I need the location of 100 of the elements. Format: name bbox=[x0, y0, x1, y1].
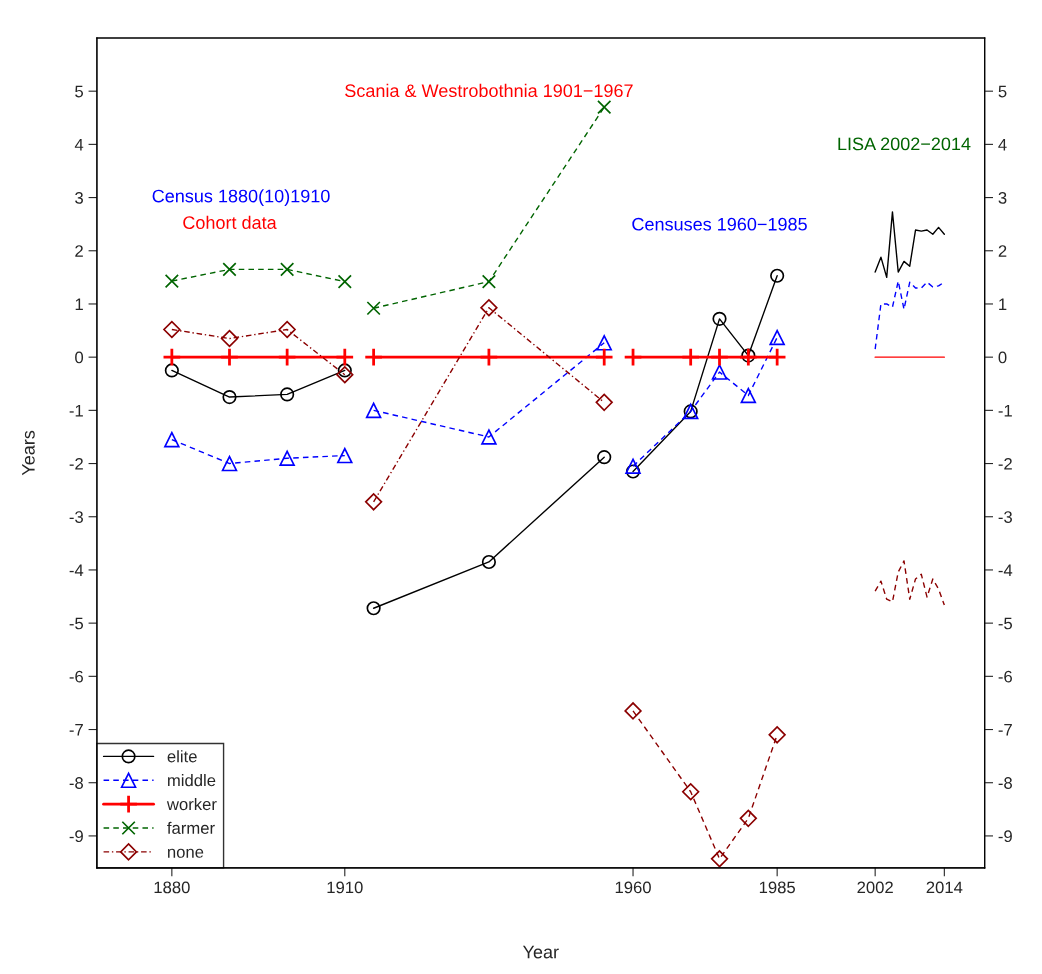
point bbox=[280, 262, 295, 277]
point bbox=[336, 366, 354, 384]
annotation: Cohort data bbox=[183, 215, 277, 230]
point bbox=[481, 554, 496, 570]
point bbox=[596, 335, 612, 351]
y-tick-label: -3 bbox=[69, 511, 83, 523]
point bbox=[162, 347, 182, 367]
y-tick-label: 5 bbox=[75, 85, 84, 98]
point bbox=[366, 601, 381, 616]
y2-tick-label: 4 bbox=[998, 138, 1007, 151]
y-tick-label: 0 bbox=[75, 351, 84, 364]
y-tick-label: -5 bbox=[69, 617, 84, 630]
point bbox=[624, 702, 642, 720]
y-tick-label: -9 bbox=[69, 830, 83, 843]
x-tick-label: 2014 bbox=[926, 881, 963, 894]
y-tick-label: -4 bbox=[69, 564, 84, 576]
point bbox=[597, 100, 612, 115]
point bbox=[335, 347, 355, 367]
point bbox=[279, 450, 295, 467]
y-tick-label: 3 bbox=[75, 191, 83, 204]
point bbox=[278, 320, 296, 339]
point bbox=[366, 301, 381, 316]
point bbox=[222, 389, 237, 405]
point bbox=[597, 450, 612, 465]
annotation: Census 1880(10)1910 bbox=[152, 189, 330, 206]
point bbox=[709, 347, 730, 367]
point bbox=[337, 363, 352, 378]
y-tick-label: 2 bbox=[75, 245, 83, 257]
point bbox=[481, 274, 496, 289]
point bbox=[623, 347, 643, 367]
point bbox=[594, 347, 614, 367]
point bbox=[164, 431, 180, 448]
point bbox=[712, 311, 727, 326]
y2-tick-label: -4 bbox=[998, 564, 1013, 576]
point bbox=[681, 783, 700, 801]
y-tick-label: -6 bbox=[69, 670, 83, 683]
y-tick-label: -1 bbox=[69, 404, 83, 417]
x-tick-label: 2002 bbox=[857, 881, 893, 894]
point bbox=[337, 274, 352, 289]
point bbox=[480, 298, 498, 317]
x-tick-label: 1910 bbox=[327, 881, 363, 894]
y2-tick-label: 0 bbox=[998, 351, 1007, 364]
point bbox=[711, 364, 728, 380]
point bbox=[363, 347, 384, 367]
annotation: Censuses 1960−1985 bbox=[632, 217, 807, 231]
y2-tick-label: -9 bbox=[998, 830, 1012, 843]
point bbox=[595, 393, 613, 412]
point bbox=[219, 347, 240, 367]
point bbox=[164, 274, 179, 289]
point bbox=[770, 268, 785, 283]
y2-tick-label: -6 bbox=[998, 670, 1012, 683]
point bbox=[767, 347, 787, 367]
annotation: LISA 2002−2014 bbox=[838, 137, 971, 151]
y2-tick-label: -7 bbox=[998, 724, 1012, 736]
y2-tick-label: 2 bbox=[998, 245, 1007, 257]
y-tick-label: -2 bbox=[69, 457, 83, 470]
point bbox=[277, 347, 297, 367]
y2-tick-label: 5 bbox=[998, 85, 1007, 98]
y-tick-label: -8 bbox=[69, 777, 83, 789]
y2-tick-label: -1 bbox=[998, 404, 1012, 417]
point bbox=[163, 320, 181, 339]
x-tick-label: 1880 bbox=[154, 881, 190, 894]
point bbox=[221, 455, 238, 472]
point bbox=[220, 329, 239, 348]
point bbox=[710, 850, 729, 868]
point bbox=[481, 429, 497, 445]
legend-label: middle bbox=[168, 774, 216, 787]
legend-label: none bbox=[168, 848, 204, 858]
y-tick-label: -7 bbox=[69, 724, 83, 736]
point bbox=[222, 262, 237, 277]
point bbox=[479, 347, 499, 367]
y2-tick-label: -3 bbox=[998, 511, 1012, 523]
point bbox=[364, 493, 383, 511]
x-axis-title: Year bbox=[522, 945, 559, 959]
y-tick-label: 4 bbox=[74, 138, 84, 151]
line-series bbox=[874, 560, 946, 606]
x-tick-label: 1985 bbox=[759, 881, 795, 894]
y-tick-label: 1 bbox=[75, 298, 83, 310]
x-tick-label: 1960 bbox=[615, 881, 651, 894]
y2-tick-label: 1 bbox=[999, 298, 1007, 310]
y-axis-title: Years bbox=[22, 430, 35, 476]
point bbox=[739, 809, 758, 828]
y2-tick-label: -8 bbox=[998, 777, 1012, 789]
point bbox=[337, 447, 353, 464]
legend-label: worker bbox=[166, 797, 217, 811]
line-series bbox=[874, 211, 946, 279]
point bbox=[768, 726, 786, 744]
y2-tick-label: -2 bbox=[998, 457, 1012, 470]
point bbox=[769, 329, 785, 346]
annotation: Scania & Westrobothnia 1901−1967 bbox=[345, 83, 633, 98]
legend-label: farmer bbox=[167, 821, 215, 834]
point bbox=[280, 387, 295, 402]
legend-label: elite bbox=[167, 750, 197, 763]
y2-tick-label: 3 bbox=[998, 191, 1007, 204]
y2-tick-label: -5 bbox=[998, 617, 1012, 630]
point bbox=[365, 402, 382, 419]
point bbox=[164, 363, 179, 378]
point bbox=[680, 347, 701, 367]
point bbox=[625, 464, 641, 479]
point bbox=[740, 387, 757, 404]
